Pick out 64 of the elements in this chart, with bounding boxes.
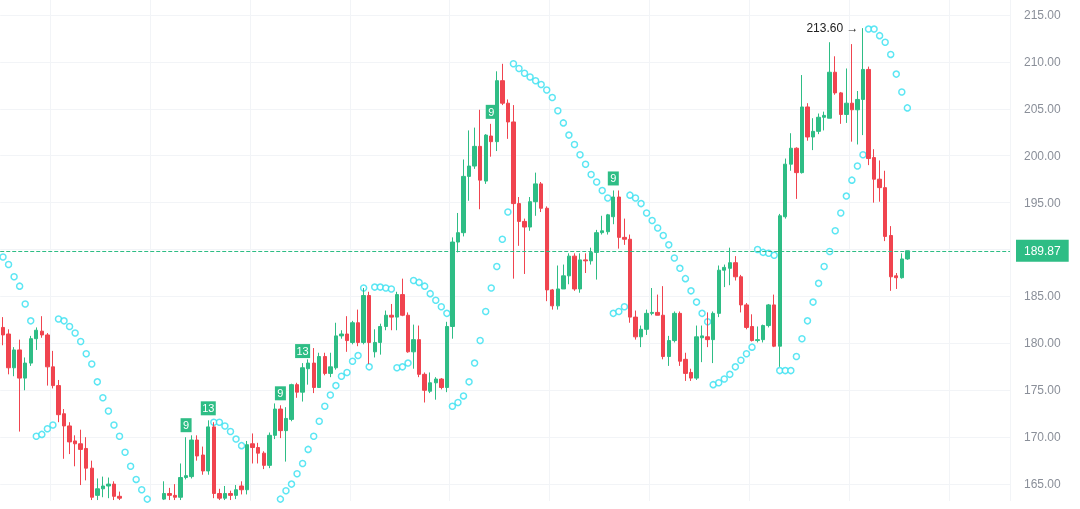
candlestick — [245, 440, 249, 495]
y-tick-label: 200.00 — [1024, 148, 1062, 163]
candlestick — [844, 67, 849, 124]
candlestick — [350, 320, 355, 345]
text: 13 — [296, 345, 309, 358]
y-tick-label: 195.00 — [1024, 195, 1062, 210]
y-tick-label: 185.00 — [1024, 289, 1062, 304]
y-tick-label: 170.00 — [1024, 430, 1062, 445]
text: 9 — [610, 172, 617, 185]
candlestick — [295, 382, 299, 399]
candlestick — [428, 371, 432, 394]
y-tick-label: 210.00 — [1024, 54, 1062, 69]
candlestick — [317, 352, 321, 388]
candlestick — [195, 434, 199, 462]
candlestick — [12, 346, 16, 377]
candlestick — [439, 377, 444, 390]
candlestick — [206, 419, 210, 476]
candlestick — [478, 109, 482, 210]
candlestick — [839, 91, 843, 125]
candlestick — [772, 294, 776, 348]
candlestick — [278, 404, 283, 439]
candlestick — [384, 310, 388, 331]
y-tick-label: 180.00 — [1024, 336, 1062, 351]
candlestick — [489, 123, 493, 158]
candlestick — [411, 324, 416, 370]
candlestick — [434, 376, 438, 401]
candlestick — [356, 309, 360, 347]
candlestick — [262, 450, 266, 470]
text: 13 — [202, 402, 215, 415]
candlestick — [239, 480, 244, 495]
candlestick — [789, 132, 793, 172]
candlestick — [572, 252, 577, 292]
candlestick — [361, 287, 366, 345]
y-tick-label: 175.00 — [1024, 383, 1062, 398]
text: 9 — [488, 105, 495, 118]
ref-line-label: 189.87 — [1024, 243, 1062, 258]
candlestick — [17, 339, 22, 433]
candlestick — [323, 352, 327, 376]
annotation: 213.60 → — [806, 21, 859, 36]
candlestick — [90, 460, 94, 501]
candlestick — [850, 43, 854, 143]
candlestick — [312, 347, 316, 394]
candlestick — [833, 55, 837, 96]
text: 9 — [183, 419, 190, 432]
candlestick — [794, 146, 799, 200]
candlestick — [23, 356, 27, 391]
text: 9 — [277, 387, 284, 400]
y-tick-label: 205.00 — [1024, 101, 1062, 116]
candlestick — [539, 181, 543, 213]
candlestick — [345, 315, 349, 353]
candlestick — [583, 252, 588, 274]
candlestick — [223, 485, 227, 501]
candlestick — [484, 133, 488, 185]
y-tick-label: 215.00 — [1024, 8, 1062, 23]
candlestick — [395, 291, 399, 331]
y-tick-label: 165.00 — [1024, 477, 1062, 492]
candlestick — [711, 310, 715, 364]
candlestick — [389, 303, 394, 331]
candlestick — [228, 490, 233, 501]
candlestick — [234, 484, 238, 500]
candlestick — [805, 102, 810, 142]
candlestick — [800, 74, 804, 175]
candlestick — [162, 480, 166, 501]
candlestick — [201, 446, 205, 476]
